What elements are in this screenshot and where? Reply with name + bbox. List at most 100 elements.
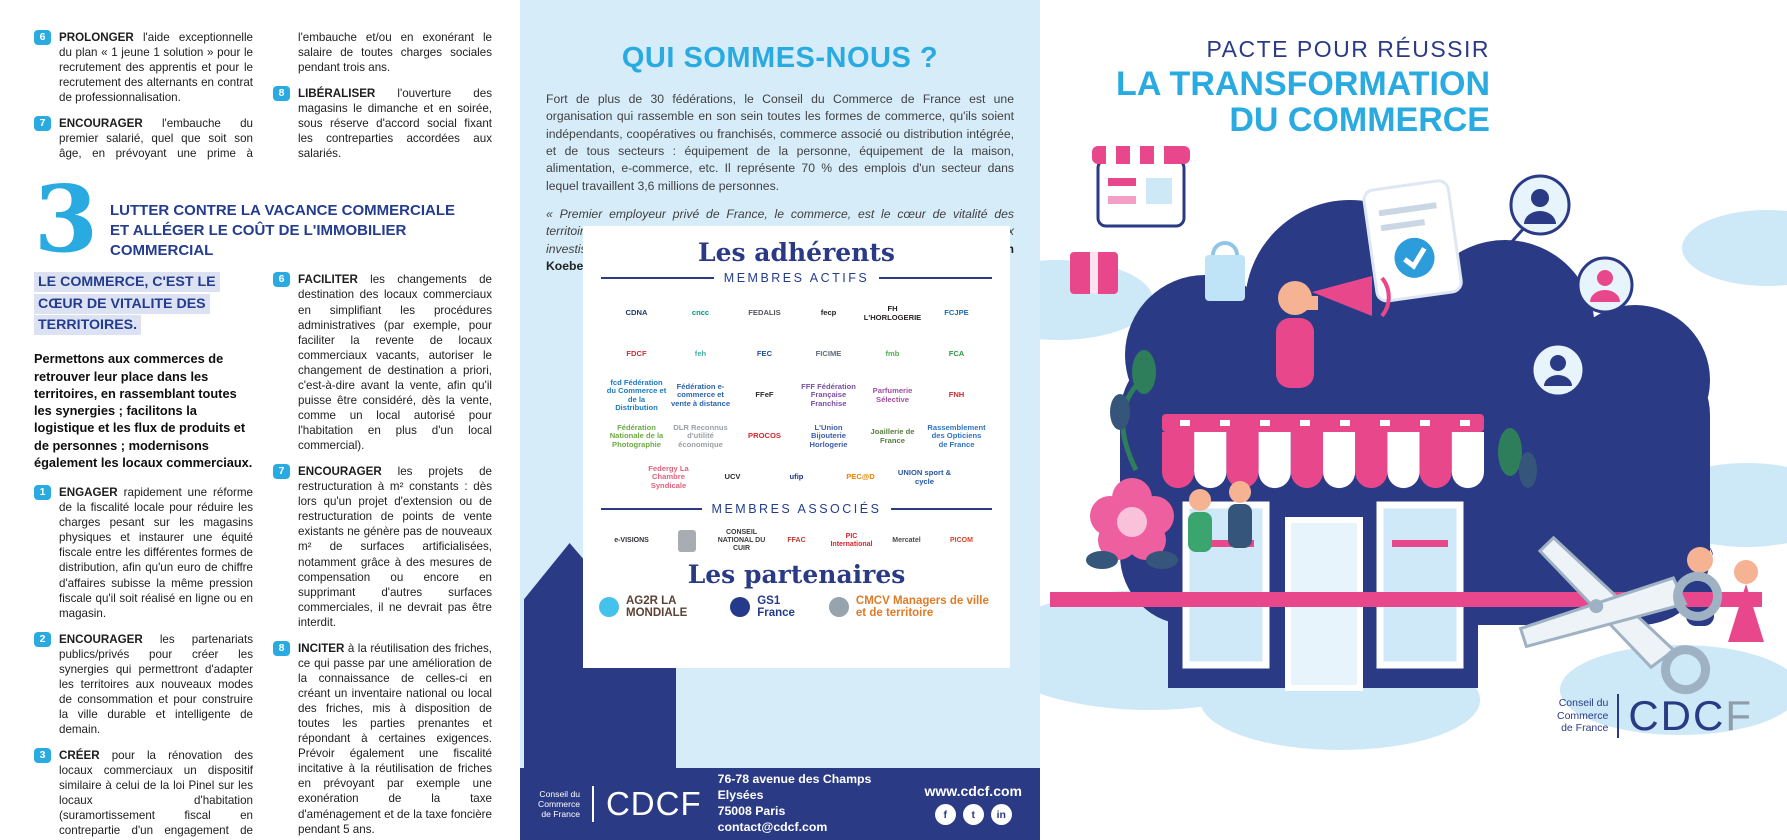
item-number-badge: 8 (273, 640, 290, 656)
action-item: 6 FACILITER les changements de destinatio… (273, 272, 492, 453)
adherents-title: Les adhérents (698, 238, 895, 267)
member-logo: FEDALIS (748, 308, 781, 318)
associate-members-divider: MEMBRES ASSOCIÉS (601, 502, 992, 516)
item-number-badge: 1 (34, 485, 51, 501)
megaphone-icon (1312, 276, 1372, 316)
item-number-badge: 2 (34, 631, 51, 647)
member-logo: UNION sport & cycle (897, 468, 952, 486)
member-logo: Fédération e-commerce et vente à distanc… (670, 381, 731, 408)
cdcf-logo-small-text: Conseil du Commerce de France (1557, 697, 1609, 735)
member-logo: fcd Fédération du Commerce et de la Dist… (606, 377, 667, 412)
members-card: Les adhérents MEMBRES ACTIFS CDNA cncc F… (583, 226, 1010, 668)
partner-icon (599, 597, 619, 617)
section-title: LUTTER CONTRE LA VACANCE COMMERCIALE ET … (110, 181, 492, 260)
member-logo: cncc (691, 308, 710, 318)
awning (1162, 432, 1484, 489)
action-item: 6 PROLONGER l'aide exceptionnelle du plan… (34, 30, 253, 105)
website-link[interactable]: www.cdcf.com (924, 783, 1022, 799)
action-item: 8 INCITER à la réutilisation des friches,… (273, 640, 492, 837)
member-logo: Parfumerie Sélective (872, 386, 913, 404)
member-logo: FCJPE (944, 308, 969, 318)
cover-title: PACTE POUR RÉUSSIR LA TRANSFORMATION DU … (1116, 36, 1490, 138)
member-logo: FFAC (787, 537, 806, 545)
member-logo: FFF Fédération Française Franchise (801, 381, 856, 408)
address-line2: 75008 Paris (717, 804, 786, 818)
partner-name: AG2R LA MONDIALE (626, 595, 688, 619)
member-logo: PROCOS (748, 431, 781, 441)
linkedin-icon[interactable]: in (990, 804, 1012, 825)
member-logo: FNH (948, 390, 965, 400)
member-logo: ufip (789, 472, 804, 482)
awning-banner (1162, 414, 1484, 432)
partner-logo: AG2R LA MONDIALE (599, 595, 696, 619)
about-paragraph: Fort de plus de 30 fédérations, le Conse… (546, 92, 1014, 193)
section-3-header: 3 LUTTER CONTRE LA VACANCE COMMERCIALE E… (34, 165, 492, 273)
action-item: 7 ENCOURAGER l'embauche du premier salari… (34, 30, 492, 167)
section-title-line1: LUTTER CONTRE LA VACANCE COMMERCIALE (110, 202, 456, 219)
member-logo: Joaillerie de France (870, 427, 915, 445)
member-logo: Mercatel (892, 537, 921, 545)
address-block: 76-78 avenue des Champs Elysées 75008 Pa… (718, 772, 913, 836)
partner-icon (828, 597, 849, 617)
member-logo: UCV (724, 472, 741, 482)
member-logo: Rassemblement des Opticiens de France (927, 422, 986, 449)
section-title-line2: ET ALLÉGER LE COÛT DE L'IMMOBILIER COMME… (110, 221, 407, 259)
section-number: 3 (34, 165, 99, 273)
member-logo: FICIME (815, 349, 842, 359)
logo-divider-bar (1617, 694, 1620, 738)
flower (1086, 478, 1178, 569)
member-logo: PICOM (950, 537, 973, 545)
about-title: QUI SOMMES-NOUS ? (621, 42, 939, 74)
partner-name: CMCV Managers de ville et de territoire (855, 595, 989, 619)
storefront (1162, 414, 1484, 691)
member-logo: FCA (948, 349, 965, 359)
member-logo: CDNA (625, 308, 648, 318)
action-item: 8 LIBÉRALISER l'ouverture des magasins le… (273, 86, 492, 161)
avatar-network (1362, 174, 1634, 398)
panel-about: QUI SOMMES-NOUS ? Fort de plus de 30 féd… (520, 0, 1040, 840)
panel-actions: 6 PROLONGER l'aide exceptionnelle du plan… (0, 0, 520, 840)
member-logo: CONSEIL NATIONAL DU CUIR (717, 529, 766, 552)
active-members-divider: MEMBRES ACTIFS (601, 271, 992, 285)
partner-logo: GS1 France (730, 595, 795, 619)
facebook-icon[interactable]: f (934, 804, 956, 825)
document-check-icon (1362, 179, 1463, 303)
panel-cover: PACTE POUR RÉUSSIR LA TRANSFORMATION DU … (1040, 0, 1787, 840)
action-item: 1 ENGAGER rapidement une réforme de la fi… (34, 485, 253, 621)
member-logo: Fédération Nationale de la Photographie (609, 422, 664, 449)
cdcf-logotype: CDCF (605, 785, 702, 822)
cover-title-line1: PACTE POUR RÉUSSIR (1206, 36, 1490, 62)
member-logo: feh (694, 349, 707, 359)
member-logo: fmb (885, 349, 900, 359)
plants (1110, 350, 1537, 488)
people-figures (1188, 481, 1764, 642)
action-item: 7 ENCOURAGER les projets de restructurati… (273, 464, 492, 630)
social-icons-row: f t in (924, 804, 1022, 825)
partners-row: AG2R LA MONDIALE GS1 France CMCV Manager… (599, 595, 994, 619)
logo-divider-bar (592, 786, 594, 822)
action-item: 3 CRÉER pour la rénovation des locaux com… (34, 748, 253, 840)
section-3-columns: LE COMMERCE, C'EST LE CŒUR DE VITALITE D… (34, 272, 492, 840)
member-logo: L'Union Bijouterie Horlogerie (809, 422, 848, 449)
item-number-badge: 6 (273, 272, 290, 288)
active-members-grid: CDNA cncc FEDALIS fecp FH L'HORLOGERIE F… (599, 293, 994, 498)
member-logo: FH L'HORLOGERIE (863, 304, 922, 322)
member-logo: FFeF (755, 390, 774, 400)
megaphone-person (1276, 276, 1391, 388)
associate-members-grid: e-VISIONS CONSEIL NATIONAL DU CUIR FFAC … (599, 524, 994, 558)
partner-logo: CMCV Managers de ville et de territoire (828, 595, 994, 619)
cover-title-line2: LA TRANSFORMATION (1116, 65, 1490, 103)
contact-email[interactable]: contact@cdcf.com (717, 819, 828, 834)
member-logo: Federgy La Chambre Syndicale (648, 463, 689, 490)
scissors-icon (1518, 535, 1723, 695)
member-logo: PIC International (830, 533, 873, 548)
action-item: 2 ENCOURAGER les partenariats publics/pri… (34, 631, 253, 737)
cover-title-line3: DU COMMERCE (1229, 101, 1490, 140)
avatar-circles (1509, 174, 1634, 398)
associate-members-label: MEMBRES ASSOCIÉS (711, 502, 882, 516)
member-logo: fecp (820, 308, 837, 318)
twitter-icon[interactable]: t (962, 804, 984, 825)
contact-footer: Conseil du Commerce de France CDCF 76-78… (520, 768, 1040, 840)
cdcf-logo: Conseil du Commerce de France CDCF (1557, 692, 1753, 740)
